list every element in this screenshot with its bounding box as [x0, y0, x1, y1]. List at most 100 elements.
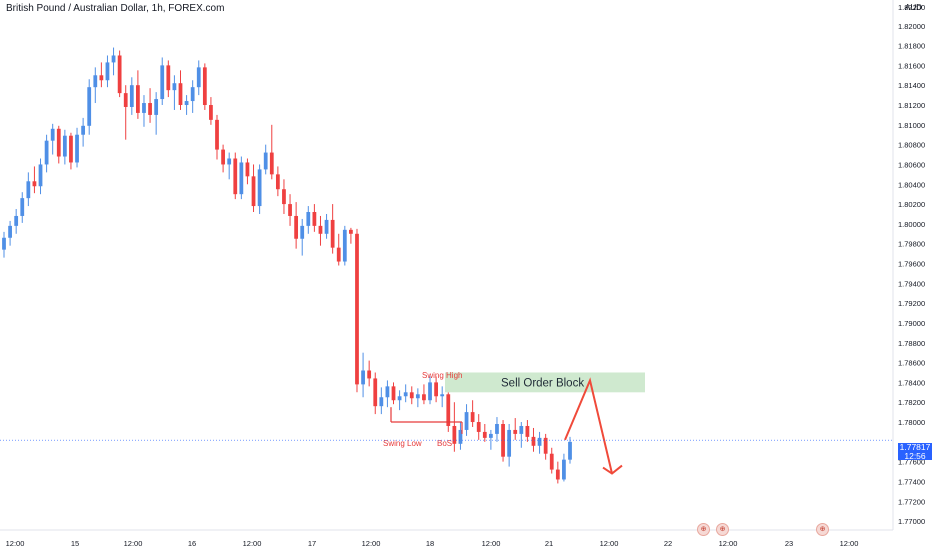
candlestick-series: [2, 47, 572, 484]
candle-body: [452, 425, 457, 444]
candle-body: [300, 225, 305, 239]
candle-body: [56, 128, 61, 157]
candle-body: [154, 99, 159, 115]
candle-body: [184, 101, 189, 106]
candle-body: [342, 229, 347, 262]
time-axis-label: 12:00: [362, 539, 381, 548]
price-axis-label: 1.80800: [898, 141, 925, 150]
price-axis-label: 1.77400: [898, 477, 925, 486]
time-axis-label: 17: [308, 539, 316, 548]
candle-body: [123, 93, 128, 107]
market-structure-lines: [390, 407, 463, 434]
candle-body: [428, 382, 432, 401]
candle-body: [2, 237, 6, 250]
swing-low-label: Swing Low: [383, 439, 422, 448]
price-axis-label: 1.78000: [898, 418, 925, 427]
chart-title: British Pound / Australian Dollar, 1h, F…: [6, 3, 225, 14]
candle-body: [32, 181, 37, 187]
candle-body: [196, 67, 201, 88]
candle-body: [434, 382, 438, 397]
candle-body: [99, 75, 104, 81]
candle-body: [555, 469, 560, 480]
candle-body: [318, 225, 323, 234]
time-axis-label: 12:00: [719, 539, 738, 548]
event-flag-icon[interactable]: ⊕: [716, 523, 729, 536]
candle-body: [294, 215, 299, 239]
candle-body: [93, 75, 98, 88]
candle-body: [62, 135, 67, 157]
projection-arrowhead: [602, 464, 623, 475]
candle-body: [501, 424, 505, 457]
candle-body: [282, 189, 286, 205]
projection-arrow: [564, 377, 623, 475]
candle-body: [26, 181, 31, 199]
price-axis-label: 1.77200: [898, 497, 925, 506]
price-axis-label: 1.82200: [898, 3, 925, 12]
event-flag-icon[interactable]: ⊕: [816, 523, 829, 536]
price-axis-label: 1.78800: [898, 339, 925, 348]
price-axis-label: 1.80400: [898, 180, 925, 189]
candle-body: [275, 174, 280, 190]
candle-body: [288, 204, 292, 216]
time-axis[interactable]: 12:00 15 12:00 16 12:00 17 12:00 18 12:00 21 12:00…: [6, 539, 859, 548]
candle-body: [464, 412, 469, 430]
price-axis-label: 1.81000: [898, 121, 925, 130]
candle-body: [549, 453, 554, 470]
candle-body: [422, 394, 426, 401]
price-axis-label: 1.79600: [898, 260, 925, 269]
sell-order-block-label: Sell Order Block: [501, 377, 584, 389]
price-axis-label: 1.78400: [898, 378, 925, 387]
candle-body: [148, 103, 152, 115]
time-axis-label: 18: [426, 539, 434, 548]
candle-body: [166, 65, 171, 91]
time-axis-label: 22: [664, 539, 672, 548]
candle-body: [227, 158, 232, 165]
candle-body: [543, 437, 548, 454]
candle-body: [507, 429, 512, 457]
candle-body: [562, 459, 566, 480]
time-axis-label: 12:00: [840, 539, 859, 548]
candle-body: [69, 135, 73, 163]
candle-body: [129, 85, 134, 107]
candle-body: [239, 162, 244, 195]
candle-body: [75, 134, 79, 163]
candle-body: [38, 164, 43, 187]
candle-body: [202, 67, 207, 106]
candle-body: [373, 378, 378, 407]
candle-body: [263, 152, 268, 170]
candle-body: [355, 233, 359, 385]
price-axis-label: 1.78200: [898, 398, 925, 407]
price-axis[interactable]: 1.82000 1.81800 1.81600 1.81400 1.81200 1.810…: [898, 3, 925, 526]
candle-body: [44, 140, 49, 165]
price-axis-label: 1.82000: [898, 22, 925, 31]
price-axis-label: 1.78600: [898, 359, 925, 368]
price-axis-label: 1.77600: [898, 458, 925, 467]
time-axis-label: 12:00: [243, 539, 262, 548]
candle-body: [160, 65, 165, 100]
price-axis-label: 1.80200: [898, 200, 925, 209]
candle-body: [330, 219, 335, 248]
sell-order-block-zone: [445, 372, 645, 393]
time-axis-label: 15: [71, 539, 79, 548]
price-axis-label: 1.79200: [898, 299, 925, 308]
price-axis-label: 1.81600: [898, 61, 925, 70]
candle-body: [50, 128, 55, 141]
candle-body: [531, 436, 536, 446]
candle-body: [336, 247, 341, 262]
time-axis-label: 23: [785, 539, 793, 548]
candle-body: [519, 425, 524, 434]
candle-body: [537, 437, 542, 446]
price-axis-label: 1.81200: [898, 101, 925, 110]
candle-body: [233, 158, 238, 195]
candle-body: [257, 169, 262, 207]
event-flag-icon[interactable]: ⊕: [697, 523, 710, 536]
candle-body: [8, 225, 12, 238]
time-axis-label: 12:00: [124, 539, 143, 548]
candle-body: [403, 392, 408, 397]
swing-high-label: Swing High: [422, 371, 462, 380]
candle-body: [470, 412, 475, 423]
candle-body: [105, 62, 110, 81]
countdown-timer: 12:56: [904, 450, 926, 461]
candle-body: [172, 83, 177, 91]
